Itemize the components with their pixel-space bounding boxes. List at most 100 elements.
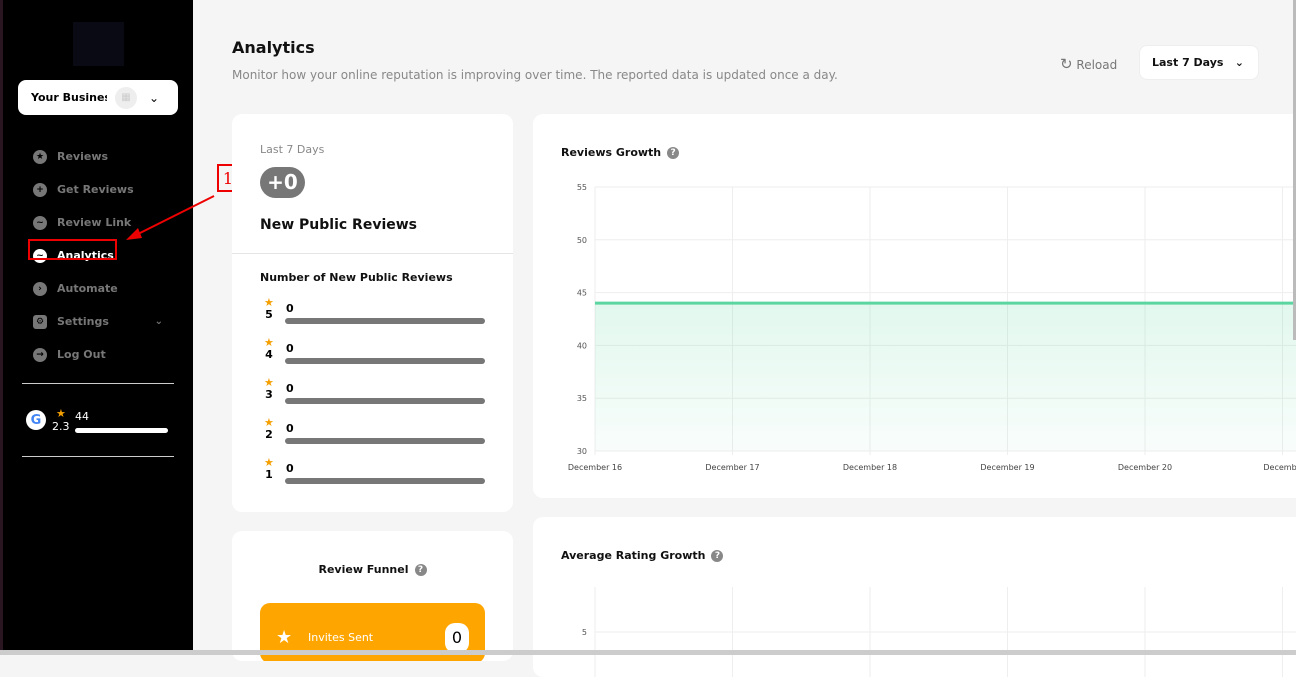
page-subtitle: Monitor how your online reputation is im… <box>232 68 838 82</box>
funnel-title: Review Funnel? <box>232 563 513 576</box>
chevron-down-icon: ⌄ <box>154 316 163 327</box>
rating-bar <box>285 438 485 444</box>
business-selector[interactable]: Your Business ▦ ⌄ <box>18 80 178 115</box>
page-title: Analytics <box>232 38 315 57</box>
rating-bar <box>285 478 485 484</box>
sidebar: Your Business ▦ ⌄ ★Reviews +Get Reviews … <box>0 0 193 655</box>
chevron-down-icon: ⌄ <box>1234 56 1244 69</box>
google-rating: 2.3 <box>52 420 70 433</box>
x-tick-label: December 19 <box>980 463 1034 472</box>
annotation-highlight <box>28 239 117 260</box>
chart-title: Average Rating Growth? <box>561 549 724 562</box>
delta-badge: +0 <box>260 167 305 198</box>
star-icon: ★ <box>264 336 274 349</box>
help-icon[interactable]: ? <box>414 564 427 576</box>
y-tick-label: 55 <box>577 183 587 192</box>
business-name: Your Business <box>31 91 107 104</box>
plus-circle-icon: + <box>33 182 47 197</box>
rating-bar <box>285 318 485 324</box>
rating-count: 0 <box>286 342 294 355</box>
rating-stars: ★ 1 <box>264 457 274 481</box>
star-icon: ★ <box>264 416 274 429</box>
y-tick-label: 50 <box>577 236 587 245</box>
invites-label: Invites Sent <box>308 631 374 644</box>
help-icon[interactable]: ? <box>667 147 680 159</box>
rating-row: ★ 2 0 <box>260 416 486 458</box>
y-tick-label: 40 <box>577 341 587 350</box>
google-review-count: 44 <box>75 410 89 423</box>
scrollbar[interactable] <box>1293 0 1296 340</box>
rating-stars: ★ 2 <box>264 416 274 441</box>
store-icon: ▦ <box>115 86 137 109</box>
sidebar-item-label: Automate <box>57 282 118 295</box>
rating-count: 0 <box>286 462 294 475</box>
sidebar-item-reviews[interactable]: ★ Reviews <box>33 140 163 173</box>
chart-title-text: Reviews Growth <box>561 146 662 159</box>
divider <box>22 383 174 384</box>
new-reviews-card: Last 7 Days +0 New Public Reviews Number… <box>232 114 513 512</box>
sidebar-item-review-link[interactable]: ~ Review Link <box>33 206 163 239</box>
chart-title-text: Average Rating Growth <box>561 549 706 562</box>
rating-count: 0 <box>286 302 294 315</box>
google-icon: G <box>26 410 46 430</box>
rating-bar <box>285 358 485 364</box>
x-tick-label: Decembe <box>1263 463 1296 472</box>
star-icon: ★ <box>264 376 274 389</box>
rating-stars: ★ 5 <box>264 296 274 321</box>
y-tick-label: 45 <box>577 289 587 298</box>
divider <box>22 456 174 457</box>
sidebar-item-label: Log Out <box>57 348 106 361</box>
x-tick-label: December 18 <box>843 463 897 472</box>
series-area <box>595 303 1296 451</box>
date-range-value: Last 7 Days <box>1152 56 1224 69</box>
rating-row: ★ 4 0 <box>260 336 486 378</box>
card-title: New Public Reviews <box>260 217 418 233</box>
sidebar-edge <box>0 0 3 655</box>
star-count: 3 <box>265 388 273 401</box>
y-tick-label: 35 <box>577 394 587 403</box>
sidebar-item-label: Get Reviews <box>57 183 134 196</box>
x-tick-label: December 20 <box>1118 463 1172 472</box>
logo <box>73 22 124 66</box>
date-range-select[interactable]: Last 7 Days ⌄ <box>1139 45 1259 80</box>
star-count: 5 <box>265 308 273 321</box>
reviews-growth-card: Reviews Growth? 30 35 40 45 50 55 December 16 D… <box>533 114 1296 498</box>
rating-count: 0 <box>286 422 294 435</box>
period-label: Last 7 Days <box>260 143 325 156</box>
horizontal-scrollbar[interactable] <box>0 650 1296 655</box>
rating-row: ★ 3 0 <box>260 376 486 418</box>
invites-value: 0 <box>445 623 469 653</box>
annotation-arrow <box>126 195 215 240</box>
gear-icon: ⚙ <box>33 314 47 329</box>
help-icon[interactable]: ? <box>711 550 724 562</box>
reload-button[interactable]: ↻ Reload <box>1060 55 1117 73</box>
rating-stars: ★ 3 <box>264 376 274 401</box>
star-icon: ★ <box>33 149 47 164</box>
terminal-icon: › <box>33 281 47 296</box>
sidebar-item-log-out[interactable]: → Log Out <box>33 338 163 371</box>
star-count: 1 <box>265 468 273 481</box>
rating-stars: ★ 4 <box>264 336 274 361</box>
rating-row: ★ 1 0 <box>260 457 486 498</box>
sidebar-item-automate[interactable]: › Automate <box>33 272 163 305</box>
sidebar-item-label: Review Link <box>57 216 132 229</box>
x-tick-label: December 17 <box>705 463 759 472</box>
funnel-title-text: Review Funnel <box>318 563 409 576</box>
star-icon: ★ <box>264 296 274 309</box>
star-count: 2 <box>265 428 273 441</box>
reload-label: Reload <box>1076 58 1118 72</box>
y-tick-label: 5 <box>582 628 587 637</box>
chevron-down-icon: ⌄ <box>149 90 160 105</box>
sidebar-item-label: Reviews <box>57 150 109 163</box>
rating-bar <box>285 398 485 404</box>
y-tick-label: 30 <box>577 447 587 456</box>
chart-title: Reviews Growth? <box>561 146 680 159</box>
chat-icon: ~ <box>33 215 47 230</box>
divider <box>232 253 513 254</box>
reload-icon: ↻ <box>1060 55 1073 73</box>
sidebar-item-settings[interactable]: ⚙ Settings ⌄ <box>33 305 163 338</box>
sidebar-item-get-reviews[interactable]: + Get Reviews <box>33 173 163 206</box>
reviews-growth-chart: 30 35 40 45 50 55 December 16 December 17 Decemb… <box>568 183 1296 472</box>
star-icon: ★ <box>56 407 66 420</box>
star-count: 4 <box>265 348 273 361</box>
